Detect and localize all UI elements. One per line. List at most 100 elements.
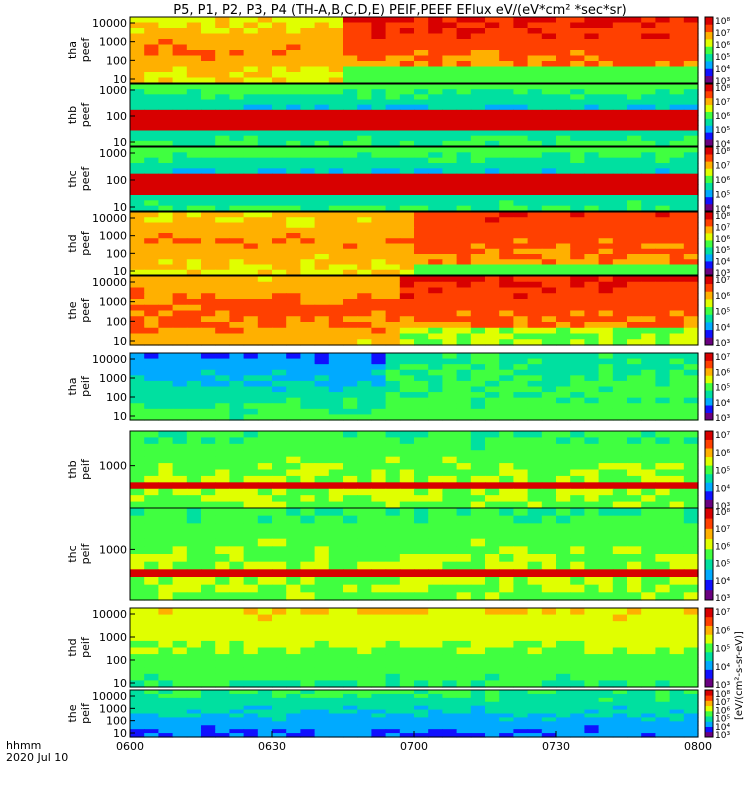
heatmap-cell: [343, 515, 358, 524]
heatmap-cell: [229, 264, 245, 271]
heatmap-cell: [641, 205, 656, 212]
y-tick-label: 1000: [99, 631, 127, 644]
heatmap-cell: [300, 55, 316, 62]
heatmap-cell: [541, 709, 557, 715]
heatmap-cell: [144, 322, 159, 329]
heatmap-cell: [456, 495, 472, 503]
heatmap-cell: [527, 386, 543, 393]
heatmap-cell: [641, 569, 656, 578]
heatmap-cell: [328, 310, 344, 317]
heatmap-cell: [357, 713, 372, 719]
heatmap-cell: [541, 450, 557, 458]
heatmap-cell: [144, 72, 159, 79]
heatmap-cell: [385, 554, 401, 563]
heatmap-cell: [612, 515, 628, 524]
heatmap-cell: [286, 627, 301, 635]
heatmap-cell: [513, 195, 529, 201]
heatmap-cell: [442, 333, 458, 340]
heatmap-cell: [655, 523, 671, 532]
heatmap-cell: [513, 380, 529, 388]
heatmap-cell: [414, 248, 429, 255]
heatmap-cell: [541, 276, 557, 283]
heatmap-cell: [300, 554, 316, 563]
heatmap-cell: [442, 647, 458, 655]
heatmap-cell: [144, 195, 159, 201]
heatmap-cell: [641, 577, 656, 586]
heatmap-cell: [158, 120, 174, 126]
heatmap-cell: [343, 531, 358, 540]
heatmap-cell: [272, 640, 287, 649]
heatmap-cell: [470, 660, 486, 668]
heatmap-cell: [215, 693, 230, 699]
heatmap-cell: [442, 222, 458, 229]
heatmap-cell: [158, 569, 174, 578]
heatmap-cell: [669, 293, 685, 300]
heatmap-cell: [442, 561, 458, 570]
heatmap-cell: [541, 17, 557, 24]
heatmap-cell: [215, 217, 230, 224]
heatmap-cell: [669, 140, 685, 147]
heatmap-cell: [612, 709, 628, 715]
heatmap-cell: [186, 281, 202, 289]
heatmap-cell: [314, 495, 330, 503]
heatmap-cell: [428, 482, 443, 490]
heatmap-cell: [286, 89, 301, 95]
heatmap-cell: [627, 515, 642, 524]
heatmap-cell: [414, 621, 429, 629]
heatmap-cell: [598, 316, 614, 323]
heatmap-cell: [683, 660, 699, 668]
heatmap-cell: [300, 327, 316, 335]
heatmap-cell: [470, 140, 486, 147]
heatmap-cell: [428, 353, 443, 360]
heatmap-cell: [442, 322, 458, 329]
heatmap-cell: [201, 39, 216, 46]
heatmap-cell: [414, 195, 429, 201]
heatmap-cell: [286, 259, 301, 266]
heatmap-cell: [399, 443, 415, 451]
colorbar-tick-label: 10⁴: [715, 484, 730, 494]
heatmap-cell: [641, 554, 656, 563]
heatmap-cell: [130, 104, 145, 111]
heatmap-cell: [314, 125, 330, 132]
colorbar-tick-label: 10³: [715, 681, 730, 691]
heatmap-cell: [399, 717, 415, 722]
heatmap-cell: [215, 475, 230, 483]
heatmap-cell: [144, 408, 159, 416]
heatmap-cell: [414, 281, 429, 289]
heatmap-cell: [286, 152, 301, 159]
heatmap-cell: [669, 501, 685, 509]
heatmap-cell: [343, 200, 358, 207]
heatmap-cell: [669, 222, 685, 229]
heatmap-cell: [612, 168, 628, 175]
heatmap-cell: [641, 217, 656, 224]
colorbar-tick-label: 10⁶: [715, 176, 730, 186]
heatmap-cell: [627, 614, 642, 622]
heatmap-cell: [485, 222, 500, 229]
heatmap-cell: [328, 584, 344, 593]
heatmap-cell: [513, 299, 529, 306]
heatmap-cell: [215, 508, 230, 517]
heatmap-cell: [527, 403, 543, 410]
heatmap-cell: [328, 200, 344, 207]
heatmap-cell: [570, 725, 585, 730]
heatmap-cell: [428, 614, 443, 622]
heatmap-cell: [172, 50, 188, 57]
heatmap-cell: [612, 227, 628, 234]
heatmap-cell: [414, 397, 429, 404]
heatmap-cell: [229, 115, 245, 121]
heatmap-cell: [257, 729, 273, 734]
heatmap-cell: [186, 39, 202, 46]
heatmap-cell: [598, 173, 614, 180]
heatmap-cell: [470, 392, 486, 399]
heatmap-cell: [399, 147, 415, 153]
heatmap-cell: [669, 443, 685, 451]
heatmap-cell: [598, 705, 614, 711]
heatmap-cell: [641, 72, 656, 79]
heatmap-cell: [399, 608, 415, 616]
heatmap-cell: [328, 222, 344, 229]
heatmap-cell: [328, 66, 344, 73]
heatmap-cell: [584, 546, 600, 555]
